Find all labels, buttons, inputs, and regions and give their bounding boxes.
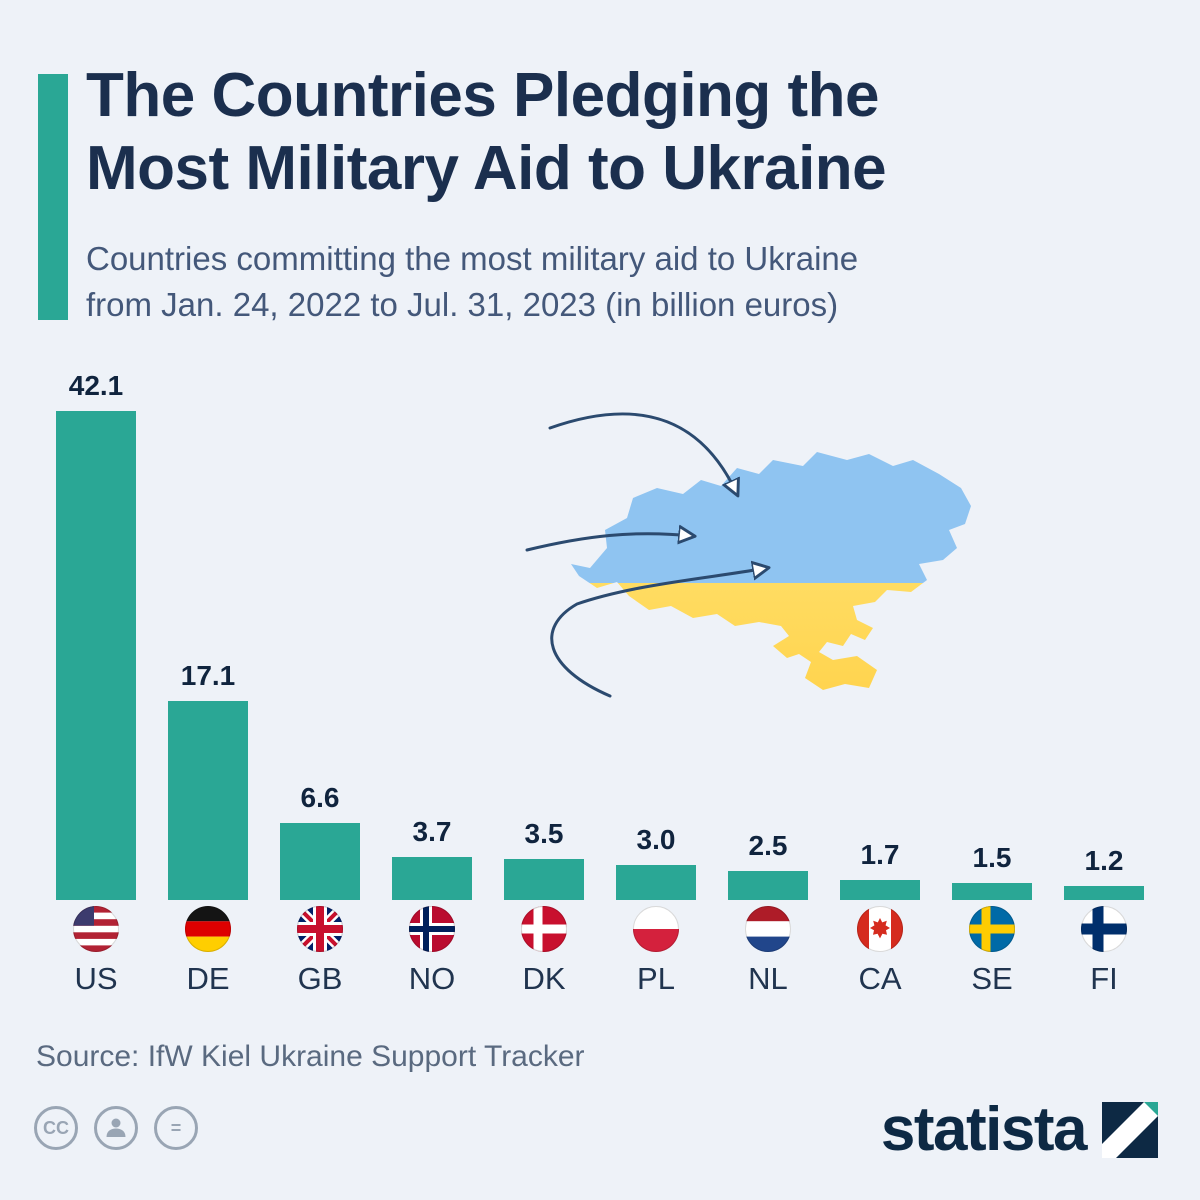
page-title: The Countries Pledging the Most Military… — [86, 60, 887, 205]
axis-cell-nl: NL — [712, 906, 824, 997]
bar-value-label: 3.5 — [524, 818, 564, 849]
bar-column-gb: 6.6 — [264, 370, 376, 900]
ukraine-map — [525, 412, 971, 698]
bar-value-label: 1.2 — [1084, 845, 1124, 876]
flag-gb-icon — [297, 906, 343, 952]
title-line-1: The Countries Pledging the — [86, 61, 880, 130]
bar-value-label: 17.1 — [180, 660, 236, 691]
bar-column-se: 1.5 — [936, 370, 1048, 900]
axis-cell-no: NO — [376, 906, 488, 997]
axis-cell-us: US — [40, 906, 152, 997]
bar-value-label: 2.5 — [748, 830, 788, 861]
cc-by-person-icon[interactable] — [94, 1106, 138, 1150]
axis-cell-gb: GB — [264, 906, 376, 997]
axis-cell-fi: FI — [1048, 906, 1160, 997]
bar-no — [392, 857, 472, 900]
bar-column-de: 17.1 — [152, 370, 264, 900]
country-code-label: CA — [858, 961, 902, 996]
flag-us-icon — [73, 906, 119, 952]
bar-column-nl: 2.5 — [712, 370, 824, 900]
country-code-label: SE — [971, 961, 1013, 996]
bar-column-no: 3.7 — [376, 370, 488, 900]
bar-column-us: 42.1 — [40, 370, 152, 900]
axis-cell-ca: CA — [824, 906, 936, 997]
statista-brand[interactable]: statista — [881, 1094, 1158, 1165]
subtitle-line-1: Countries committing the most military a… — [86, 240, 859, 277]
bar-column-pl: 3.0 — [600, 370, 712, 900]
person-icon — [106, 1118, 126, 1137]
source-text: Source: IfW Kiel Ukraine Support Tracker — [36, 1040, 585, 1073]
bar-fi — [1064, 886, 1144, 900]
country-code-label: DK — [522, 961, 566, 996]
bar-value-label: 1.5 — [972, 842, 1012, 873]
bar-gb — [280, 823, 360, 900]
cc-glyph: CC — [43, 1117, 69, 1138]
bar-ca — [840, 880, 920, 900]
title-line-2: Most Military Aid to Ukraine — [86, 133, 887, 203]
category-axis: US DE GB NO DK PL NL CA SE FI — [40, 906, 1160, 997]
country-code-label: NO — [408, 961, 456, 996]
country-code-label: US — [74, 961, 118, 996]
statista-wordmark: statista — [880, 1095, 1088, 1164]
cc-nd-icon[interactable]: = — [154, 1106, 198, 1150]
bar-dk — [504, 859, 584, 900]
subtitle-line-2: from Jan. 24, 2022 to Jul. 31, 2023 (in … — [86, 285, 839, 323]
aid-arrow-top — [548, 412, 737, 494]
bar-value-label: 1.7 — [860, 839, 900, 870]
title-accent-bar — [38, 74, 68, 320]
flag-nl-icon — [745, 906, 791, 952]
flag-de-icon — [185, 906, 231, 952]
bar-value-label: 3.7 — [412, 816, 452, 847]
bar-value-label: 6.6 — [300, 782, 340, 813]
page-subtitle: Countries committing the most military a… — [86, 236, 858, 327]
country-code-label: DE — [186, 961, 230, 996]
axis-cell-de: DE — [152, 906, 264, 997]
flag-dk-icon — [521, 906, 567, 952]
license-icons: CC = — [34, 1106, 198, 1150]
axis-cell-pl: PL — [600, 906, 712, 997]
ukraine-map-shape — [571, 452, 971, 690]
aid-arrow-bottom — [550, 568, 767, 698]
flag-ca-icon — [857, 906, 903, 952]
bar-column-ca: 1.7 — [824, 370, 936, 900]
country-code-label: GB — [297, 961, 343, 996]
statista-logo-icon — [1102, 1101, 1158, 1158]
axis-cell-dk: DK — [488, 906, 600, 997]
aid-arrow-middle — [525, 534, 693, 552]
bar-column-dk: 3.5 — [488, 370, 600, 900]
flag-no-icon — [409, 906, 455, 952]
bar-value-label: 42.1 — [68, 370, 124, 401]
country-code-label: PL — [637, 961, 675, 996]
bar-de — [168, 701, 248, 900]
flag-se-icon — [969, 906, 1015, 952]
bar-chart: 42.1 17.1 6.6 3.7 3.5 3.0 2.5 1.7 1.5 1.2 — [40, 370, 1160, 900]
bar-se — [952, 883, 1032, 900]
ukraine-map-illustration — [515, 398, 1015, 728]
flag-fi-icon — [1081, 906, 1127, 952]
bar-pl — [616, 865, 696, 900]
country-code-label: FI — [1090, 961, 1118, 996]
bar-us — [56, 411, 136, 900]
axis-cell-se: SE — [936, 906, 1048, 997]
nd-glyph: = — [170, 1117, 182, 1138]
bar-value-label: 3.0 — [636, 824, 676, 855]
bar-nl — [728, 871, 808, 900]
flag-pl-icon — [633, 906, 679, 952]
cc-icon[interactable]: CC — [34, 1106, 78, 1150]
bar-column-fi: 1.2 — [1048, 370, 1160, 900]
country-code-label: NL — [748, 961, 788, 996]
